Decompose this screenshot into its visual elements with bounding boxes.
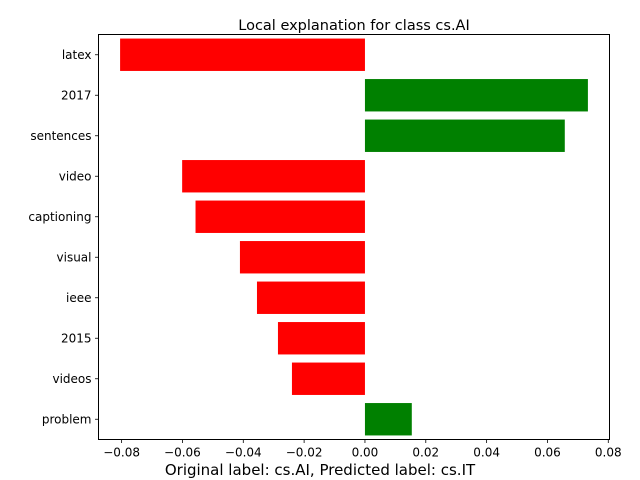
chart-title: Local explanation for class cs.AI xyxy=(238,18,470,34)
xtick-label: 0.00 xyxy=(352,446,379,460)
xtick-label: 0.08 xyxy=(595,446,622,460)
xtick-label: 0.04 xyxy=(473,446,500,460)
ytick-label-visual: visual xyxy=(57,251,92,265)
bar-videos xyxy=(291,362,365,395)
ytick-label-ieee: ieee xyxy=(66,291,91,305)
xtick-label: −0.04 xyxy=(225,446,262,460)
ytick-label-video: video xyxy=(59,170,92,184)
xtick-label: −0.08 xyxy=(103,446,140,460)
bar-2017 xyxy=(364,79,588,112)
ytick-label-videos: videos xyxy=(52,372,91,386)
ytick-label-2015: 2015 xyxy=(61,332,92,346)
bar-problem xyxy=(364,403,412,436)
xtick-label: 0.02 xyxy=(412,446,439,460)
y-axis-ticks: latex 2017 sentences video captioning visual i… xyxy=(28,48,99,427)
plot-frame xyxy=(98,34,610,440)
bar-ieee xyxy=(256,281,365,314)
bar-latex xyxy=(120,38,365,71)
ytick-label-latex: latex xyxy=(62,48,92,62)
ytick-label-captioning: captioning xyxy=(28,210,91,224)
chart-caption: Original label: cs.AI, Predicted label: … xyxy=(165,461,476,479)
bars-group xyxy=(120,38,588,436)
bar-2015 xyxy=(277,322,365,355)
ytick-label-problem: problem xyxy=(42,413,92,427)
bar-captioning xyxy=(195,200,365,233)
bar-video xyxy=(182,160,365,193)
bar-sentences xyxy=(364,119,565,152)
x-axis-ticks: −0.08 −0.06 −0.04 −0.02 0.00 0.02 0.04 0.06 0.08 xyxy=(103,439,622,460)
xtick-label: 0.06 xyxy=(534,446,561,460)
ytick-label-sentences: sentences xyxy=(30,129,91,143)
xtick-label: −0.06 xyxy=(164,446,201,460)
bar-visual xyxy=(239,241,365,274)
xtick-label: −0.02 xyxy=(286,446,323,460)
ytick-label-2017: 2017 xyxy=(61,89,92,103)
